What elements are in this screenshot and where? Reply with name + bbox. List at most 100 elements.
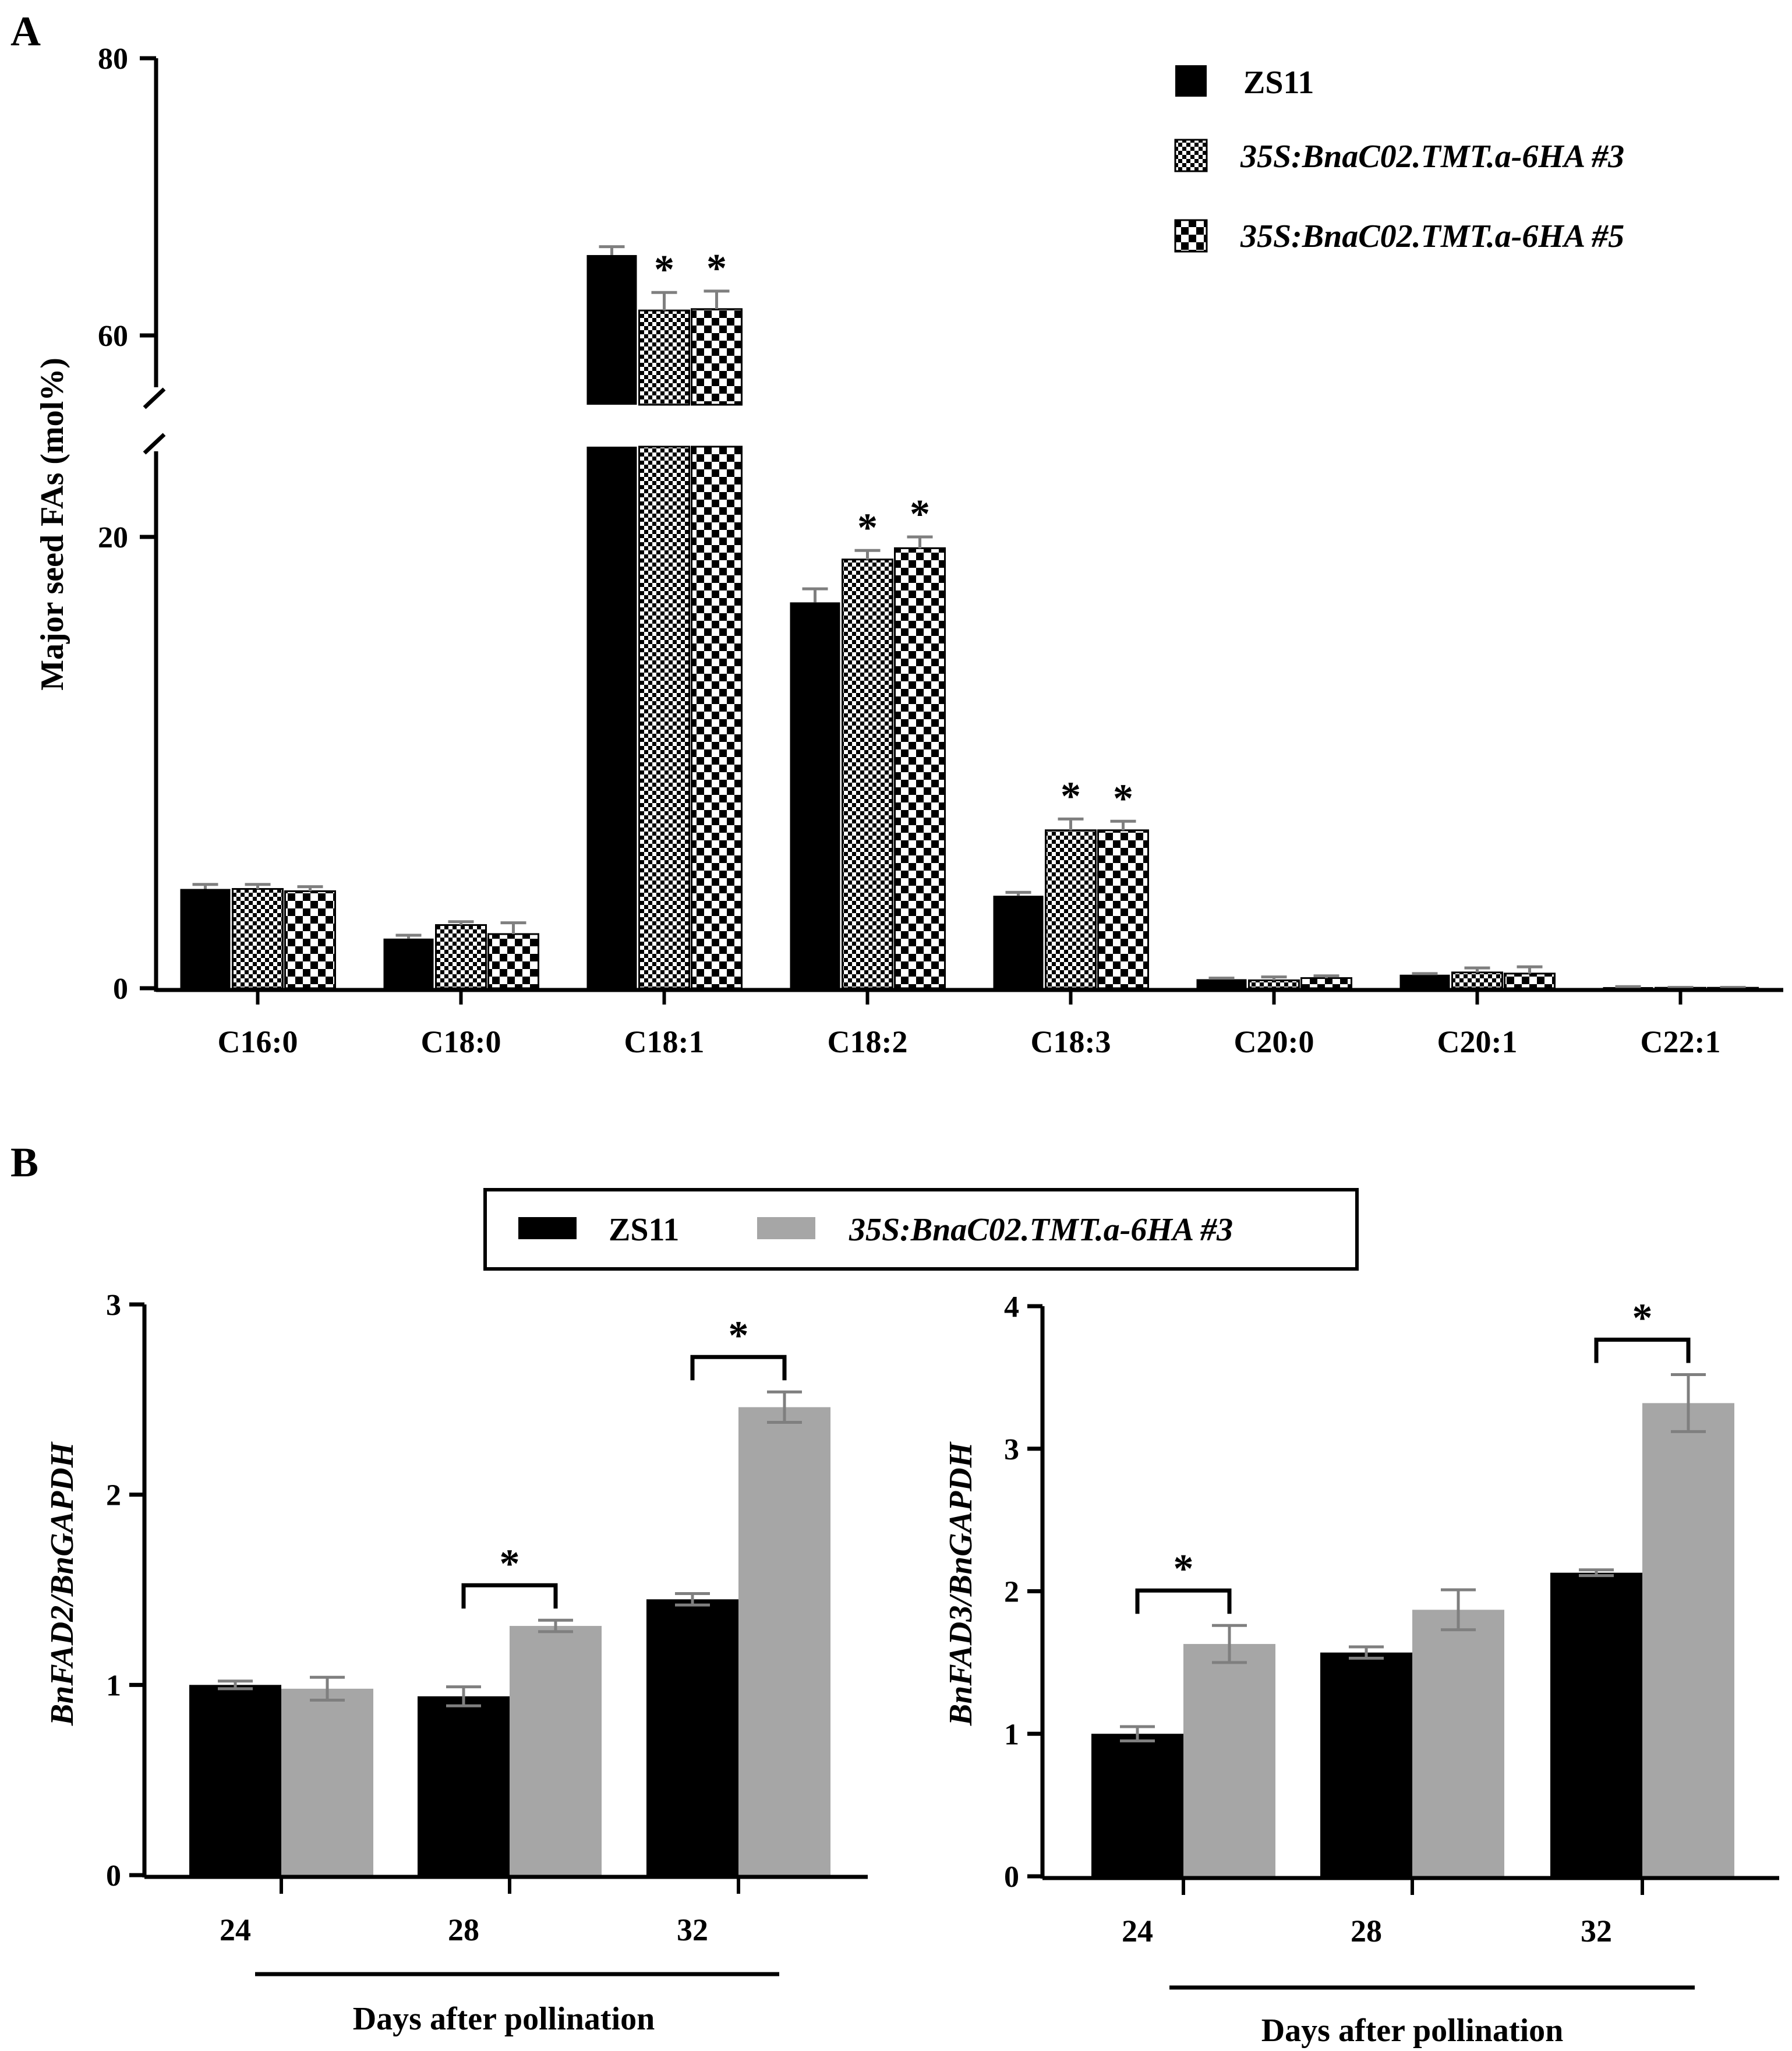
bar-c18-0-zs11	[383, 938, 434, 988]
legend-swatch-line3	[1174, 139, 1208, 172]
legend-b-label-zs11: ZS11	[609, 1212, 679, 1248]
bar-24-35s-bnac02-tmt-a-6ha-3	[281, 1688, 373, 1875]
legend-item-line3: 35S:BnaC02.TMT.a-6HA #3	[1174, 139, 1624, 175]
bar-c18-0-35s-bnac02-tmt-a-6ha-3	[435, 924, 487, 989]
legend-swatch-line5	[1174, 219, 1208, 253]
y-tick-label-20: 20	[98, 521, 128, 554]
bar-32-zs11	[1550, 1572, 1642, 1876]
legend-label-zs11: ZS11	[1243, 65, 1314, 101]
bar-c16-0-zs11	[180, 889, 231, 988]
bar-c20-1-35s-bnac02-tmt-a-6ha-5	[1504, 973, 1556, 989]
x-tick-label-c16-0: C16:0	[218, 1024, 298, 1059]
y-tick-label-0: 0	[1004, 1861, 1019, 1894]
x-tick-label-24: 24	[220, 1912, 251, 1947]
y-tick-label-3: 3	[1004, 1433, 1019, 1466]
bar-c18-1-35s-bnac02-tmt-a-6ha-5-lower	[691, 445, 743, 989]
bar-c18-3-35s-bnac02-tmt-a-6ha-5	[1097, 829, 1149, 989]
legend-label-line5: 35S:BnaC02.TMT.a-6HA #5	[1240, 218, 1624, 254]
bar-c20-1-zs11	[1399, 974, 1450, 988]
y-tick-label-0: 0	[113, 973, 128, 1006]
bar-c18-2-35s-bnac02-tmt-a-6ha-5	[894, 547, 946, 989]
significance-star-c18-3-2: *	[1113, 776, 1133, 821]
x-tick-label-32: 32	[1581, 1914, 1612, 1949]
chart-b-fad3-xlabel: Days after pollination	[1261, 2013, 1564, 2049]
x-tick-label-c18-0: C18:0	[421, 1024, 501, 1059]
bar-28-35s-bnac02-tmt-a-6ha-3	[510, 1626, 602, 1875]
chart-b-fad3-ylabel: BnFAD3/BnGAPDH	[943, 1441, 979, 1726]
legend-item-zs11: ZS11	[1175, 65, 1314, 101]
chart-b-fad2-bars: **	[189, 1313, 830, 1875]
significance-star-c18-3-1: *	[1061, 774, 1081, 819]
y-tick-label-2: 2	[106, 1479, 121, 1512]
legend-b-swatch-zs11	[518, 1217, 577, 1239]
bar-c20-0-35s-bnac02-tmt-a-6ha-3	[1248, 979, 1300, 989]
bar-24-zs11	[1091, 1734, 1183, 1876]
chart-b-fad2-ylabel: BnFAD2/BnGAPDH	[44, 1441, 80, 1726]
bar-c20-0-35s-bnac02-tmt-a-6ha-5	[1300, 977, 1352, 989]
y-tick-label-1: 1	[1004, 1718, 1019, 1751]
bar-24-35s-bnac02-tmt-a-6ha-3	[1183, 1644, 1275, 1876]
x-tick-label-28: 28	[448, 1912, 479, 1947]
chart-a-axes: C16:0 C18:0 C18:1 C18:2 C18:3 C20:0 C20:1 C22:1…	[98, 43, 1783, 1059]
legend-b-swatch-line3	[757, 1217, 815, 1239]
significance-star-c18-2-2: *	[910, 492, 930, 537]
chart-b-fad2-xlabel: Days after pollination	[353, 2001, 655, 2037]
significance-bracket-24	[1135, 1588, 1232, 1614]
legend-b-label-line3: 35S:BnaC02.TMT.a-6HA #3	[849, 1212, 1233, 1248]
bar-c20-0-zs11	[1196, 979, 1247, 988]
significance-star-32: *	[729, 1313, 749, 1358]
chart-a-ylabel: Major seed FAs (mol%)	[34, 358, 70, 691]
axis-break-mark-2	[143, 433, 166, 455]
y-tick-label-1: 1	[106, 1669, 121, 1702]
significance-star-c18-1-2: *	[706, 246, 727, 291]
legend-label-line3: 35S:BnaC02.TMT.a-6HA #3	[1240, 139, 1624, 175]
significance-star-c18-1-1: *	[654, 247, 674, 292]
x-tick-label-24: 24	[1122, 1914, 1153, 1949]
legend-item-line5: 35S:BnaC02.TMT.a-6HA #5	[1174, 218, 1624, 254]
x-tick-label-c20-1: C20:1	[1437, 1024, 1518, 1059]
bar-c18-2-zs11	[790, 602, 840, 988]
bar-c18-1-35s-bnac02-tmt-a-6ha-3-upper	[638, 309, 690, 406]
chart-a-bars: * * * * * *	[180, 245, 1759, 989]
x-tick-label-32: 32	[677, 1912, 708, 1947]
bar-c18-1-zs11-upper	[586, 254, 637, 405]
legend-b-box	[483, 1188, 1359, 1271]
significance-star-28: *	[500, 1541, 520, 1586]
bar-c18-0-35s-bnac02-tmt-a-6ha-5	[487, 933, 539, 989]
chart-b-fad2-axes: 24 28 32 0 1 2 3	[106, 1289, 868, 1976]
chart-a: * * * * * * C16:0 C18:0 C18:1 C18:2 C18:3 C20:0 C20…	[34, 43, 1783, 1059]
bar-c18-1-zs11-lower	[586, 447, 637, 988]
significance-bracket-28	[461, 1583, 558, 1609]
chart-a-legend: ZS11 35S:BnaC02.TMT.a-6HA #3 35S:BnaC02.…	[1174, 65, 1624, 254]
y-tick-label-2: 2	[1004, 1576, 1019, 1609]
bar-24-zs11	[189, 1685, 281, 1875]
bar-c18-1-35s-bnac02-tmt-a-6ha-3-lower	[638, 445, 690, 989]
chart-b-fad3-axes: 24 28 32 0 1 2 3 4	[1004, 1290, 1779, 1990]
x-tick-label-c18-1: C18:1	[624, 1024, 705, 1059]
legend-swatch-zs11	[1175, 65, 1207, 97]
bar-c16-0-35s-bnac02-tmt-a-6ha-3	[232, 888, 284, 989]
legend-b: ZS11 35S:BnaC02.TMT.a-6HA #3	[483, 1188, 1359, 1271]
x-tick-label-28: 28	[1351, 1914, 1382, 1949]
x-tick-label-c18-3: C18:3	[1031, 1024, 1111, 1059]
bar-32-35s-bnac02-tmt-a-6ha-3	[738, 1407, 830, 1875]
x-tick-label-c18-2: C18:2	[828, 1024, 908, 1059]
y-tick-label-4: 4	[1004, 1290, 1019, 1324]
bar-c18-3-zs11	[993, 896, 1044, 988]
chart-b-fad3-bars: **	[1091, 1296, 1734, 1876]
bar-c18-3-35s-bnac02-tmt-a-6ha-3	[1045, 829, 1097, 989]
bar-32-zs11	[646, 1599, 738, 1875]
y-tick-label-3: 3	[106, 1289, 121, 1322]
bar-28-zs11	[1320, 1652, 1412, 1876]
significance-star-24: *	[1174, 1547, 1194, 1592]
bar-28-zs11	[418, 1696, 510, 1875]
x-tick-label-c20-0: C20:0	[1234, 1024, 1314, 1059]
significance-bracket-32	[690, 1355, 787, 1381]
significance-star-c18-2-1: *	[857, 505, 878, 550]
significance-star-32: *	[1632, 1296, 1653, 1341]
bar-c18-2-35s-bnac02-tmt-a-6ha-3	[842, 558, 893, 989]
bar-c16-0-35s-bnac02-tmt-a-6ha-5	[284, 890, 336, 989]
bar-c20-1-35s-bnac02-tmt-a-6ha-3	[1451, 971, 1503, 989]
significance-bracket-32	[1594, 1337, 1691, 1363]
